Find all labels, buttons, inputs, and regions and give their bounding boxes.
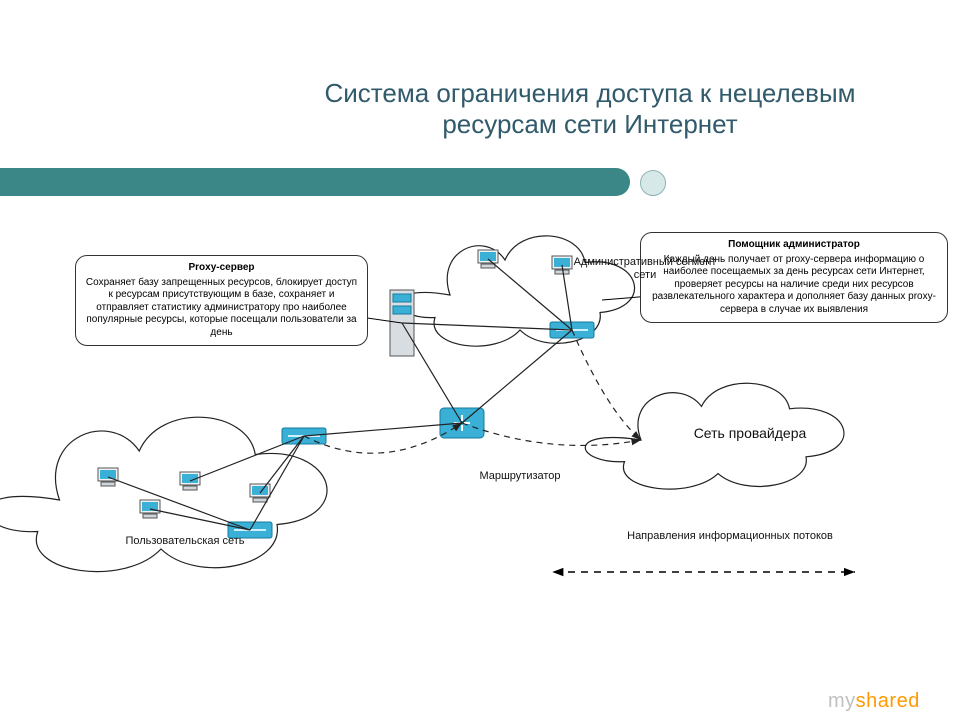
network-diagram bbox=[0, 0, 960, 720]
watermark-myshared: myshared bbox=[828, 690, 920, 713]
label-user-network: Пользовательская сеть bbox=[105, 535, 265, 548]
callout-proxy-title: Proxy-сервер bbox=[84, 262, 359, 275]
label-router: Маршрутизатор bbox=[450, 470, 590, 483]
callout-proxy-server: Proxy-сервер Сохраняет базу запрещенных … bbox=[75, 255, 368, 346]
label-provider-network: Сеть провайдера bbox=[690, 425, 810, 442]
label-flow-directions: Направления информационных потоков bbox=[620, 530, 840, 543]
callout-admin-title: Помощник администратор bbox=[649, 239, 939, 252]
watermark-part-a: my bbox=[828, 690, 856, 712]
watermark-part-b: shared bbox=[856, 690, 920, 712]
label-admin-segment: Административный сегмент сети bbox=[570, 256, 720, 282]
callout-proxy-body: Сохраняет базу запрещенных ресурсов, бло… bbox=[86, 277, 357, 338]
